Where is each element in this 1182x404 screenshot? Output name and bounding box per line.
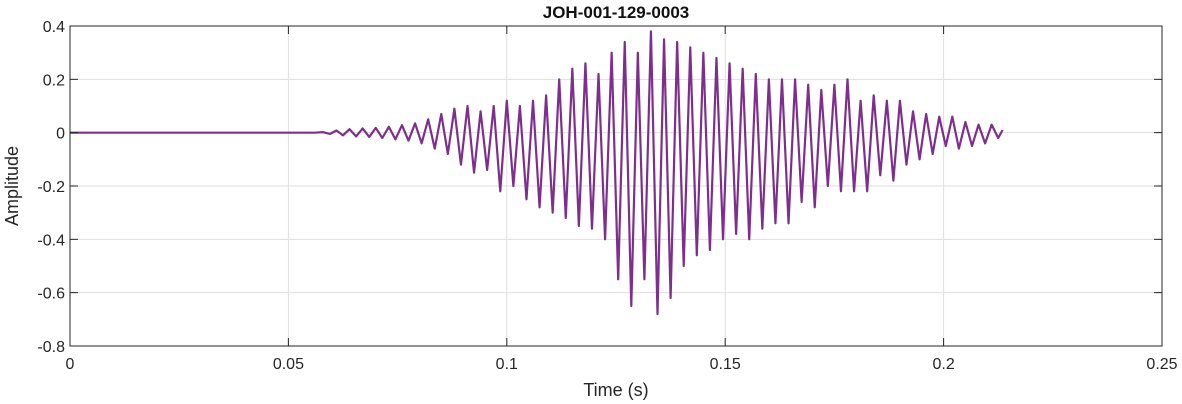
- series-line: [70, 30, 1004, 316]
- x-tick-label: 0.25: [1146, 356, 1177, 373]
- chart-title: JOH-001-129-0003: [543, 3, 689, 22]
- y-tick-label: -0.2: [37, 179, 65, 196]
- y-tick-label: 0: [56, 126, 65, 143]
- y-tick-label: -0.6: [37, 286, 65, 303]
- x-tick-label: 0.05: [273, 356, 304, 373]
- x-tick-label: 0.1: [496, 356, 518, 373]
- y-axis-label: Amplitude: [2, 146, 22, 226]
- y-tick-label: -0.4: [37, 232, 65, 249]
- y-tick-label: 0.2: [43, 72, 65, 89]
- series-group: [70, 30, 1004, 316]
- x-tick-label: 0.2: [932, 356, 954, 373]
- ticks-group: 0 0.05 0.1 0.15 0.2 0.25 -0.8 -0.6 -0.4 -0.2 0 0.2 0…: [37, 19, 1177, 373]
- x-tick-label: 0: [66, 356, 75, 373]
- y-tick-label: 0.4: [43, 19, 65, 36]
- x-tick-label: 0.15: [710, 356, 741, 373]
- y-tick-label: -0.8: [37, 339, 65, 356]
- x-axis-label: Time (s): [583, 380, 648, 400]
